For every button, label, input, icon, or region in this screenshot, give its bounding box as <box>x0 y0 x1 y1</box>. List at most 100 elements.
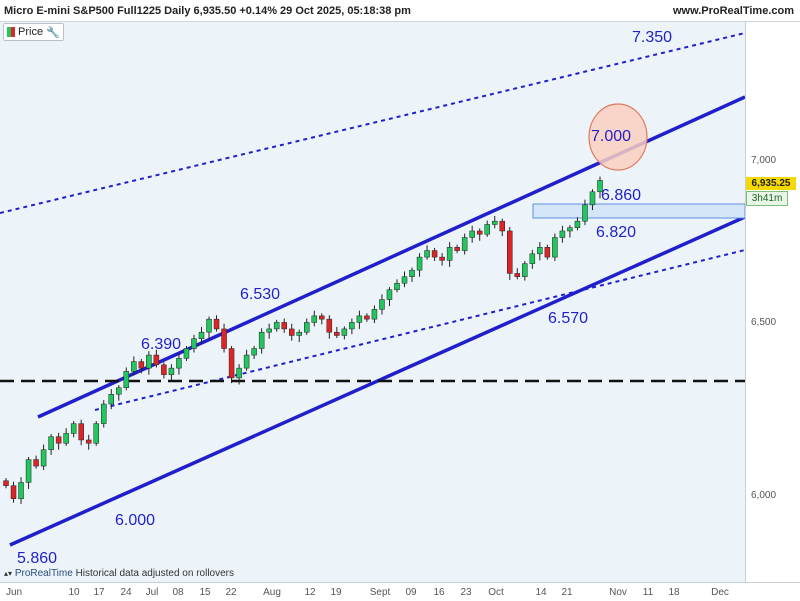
candle-up <box>48 436 54 451</box>
candle-up <box>304 322 310 333</box>
candle-up <box>567 227 573 232</box>
candle-up <box>296 331 302 336</box>
candle-down <box>476 230 483 235</box>
candle-up <box>522 263 528 277</box>
footer-note: Historical data adjusted on rollovers <box>75 568 234 579</box>
candle-down <box>507 230 513 274</box>
candle-up <box>258 331 265 349</box>
candle-up <box>582 204 588 222</box>
candle-down <box>544 247 551 258</box>
time-remaining-badge: 3h41m <box>746 191 788 206</box>
candle-up <box>589 191 596 206</box>
x-tick-label: Aug <box>263 587 281 598</box>
candle-up <box>574 220 581 228</box>
level-label-6000: 6.000 <box>115 512 155 529</box>
legend-label: Price <box>18 26 44 38</box>
candle-up <box>409 269 415 277</box>
x-tick-label: 22 <box>225 587 237 598</box>
time-axis[interactable]: Jun 10 17 24 Jul 08 15 22 Aug 12 19 Sept 09 16 23 Oct 14… <box>0 582 800 601</box>
x-tick-label: 17 <box>93 587 105 598</box>
level-label-7350: 7.350 <box>632 29 672 46</box>
price-axis[interactable]: 7,000 6,500 6,000 <box>745 22 800 582</box>
x-tick-label: Jun <box>5 587 23 598</box>
candle-down <box>55 436 62 444</box>
x-tick-label: 08 <box>172 587 184 598</box>
candle-down <box>288 328 295 336</box>
level-label-6570: 6.570 <box>548 310 588 327</box>
candle-up <box>446 247 453 261</box>
candle-up <box>108 393 115 405</box>
candle-down <box>454 247 460 251</box>
candle-up <box>116 387 122 395</box>
x-tick-label: 14 <box>535 587 547 598</box>
candle-up <box>552 237 558 258</box>
candles <box>3 176 603 504</box>
target-circle <box>588 103 648 171</box>
level-label-6860: 6.860 <box>601 187 641 204</box>
candle-up <box>183 348 190 359</box>
candle-up <box>311 315 318 323</box>
candle-up <box>491 220 498 225</box>
x-tick-label: 12 <box>304 587 316 598</box>
candle-up <box>266 328 272 333</box>
candle-up <box>273 322 280 330</box>
candle-up <box>176 358 182 369</box>
candle-up <box>40 449 47 467</box>
candle-up <box>349 322 355 330</box>
x-tick-label: 11 <box>642 587 654 598</box>
y-tick-label: 7,000 <box>751 155 777 166</box>
x-tick-label: 19 <box>330 587 342 598</box>
candle-up <box>63 433 69 444</box>
candle-up <box>100 403 107 424</box>
candle-down <box>161 364 167 375</box>
resistance-zone <box>532 203 745 219</box>
candle-up <box>146 354 152 369</box>
level-label-6390: 6.390 <box>141 336 181 353</box>
candle-up <box>131 361 137 372</box>
site-link[interactable]: www.ProRealTime.com <box>672 5 794 17</box>
candle-up <box>198 331 205 339</box>
candle-up <box>559 230 566 238</box>
candle-up <box>424 250 430 258</box>
candle-up <box>191 338 197 349</box>
candle-down <box>3 480 9 486</box>
candle-down <box>431 250 438 258</box>
candle-up <box>597 180 603 193</box>
wrench-icon[interactable]: 🔧 <box>46 26 60 39</box>
candle-down <box>138 361 145 369</box>
candle-down <box>319 315 325 320</box>
candle-up <box>18 482 24 499</box>
x-tick-label: Jul <box>145 587 159 598</box>
candle-up <box>386 289 393 300</box>
candle-down <box>10 485 17 499</box>
x-tick-label: 23 <box>460 587 472 598</box>
y-tick-label: 6,000 <box>751 490 777 501</box>
x-tick-label: Nov <box>609 587 627 598</box>
level-label-7000: 7.000 <box>591 128 631 145</box>
candle-up <box>123 371 130 388</box>
candle-down <box>499 220 506 232</box>
candle-swatch-icon <box>7 27 15 37</box>
prorealtime-logo-icon: ▴▾ <box>4 569 13 578</box>
candle-down <box>153 354 160 366</box>
y-tick-label: 6,500 <box>751 317 777 328</box>
channel-lower-line <box>9 215 745 547</box>
last-price-badge: 6,935.25 <box>746 177 796 190</box>
candle-down <box>85 439 92 444</box>
candle-down <box>514 273 521 277</box>
title-separator <box>0 21 800 22</box>
candle-up <box>25 459 32 483</box>
price-legend[interactable]: Price 🔧 <box>3 23 64 41</box>
candle-up <box>243 354 250 369</box>
candle-up <box>401 276 408 284</box>
x-tick-label: 24 <box>120 587 132 598</box>
x-tick-label: 18 <box>668 587 680 598</box>
candle-down <box>281 322 287 330</box>
x-tick-label: Oct <box>488 587 504 598</box>
candle-up <box>469 230 475 238</box>
candle-down <box>364 315 370 320</box>
candle-up <box>206 318 212 333</box>
x-tick-label: 10 <box>68 587 80 598</box>
footer-brand: ProRealTime <box>14 568 73 579</box>
